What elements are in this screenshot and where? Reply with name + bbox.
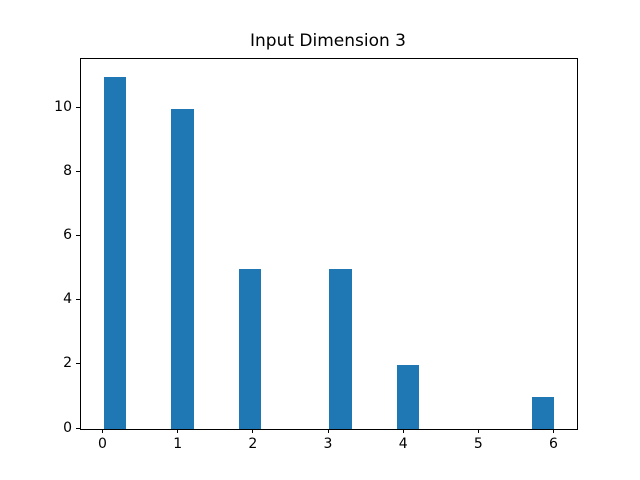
x-tick-mark bbox=[402, 429, 404, 433]
y-tick-mark bbox=[76, 299, 80, 301]
x-tick-label: 6 bbox=[549, 436, 558, 452]
x-tick-label: 0 bbox=[98, 436, 107, 452]
plot-area bbox=[80, 58, 578, 430]
histogram-bar bbox=[238, 268, 262, 429]
x-tick-label: 1 bbox=[173, 436, 183, 452]
x-tick-label: 3 bbox=[323, 436, 333, 452]
x-tick-mark bbox=[102, 429, 103, 433]
y-tick-label: 10 bbox=[54, 99, 72, 116]
histogram-bar bbox=[396, 364, 420, 429]
x-tick-mark bbox=[327, 429, 329, 433]
x-tick-label: 2 bbox=[248, 436, 258, 452]
histogram-bar bbox=[171, 108, 194, 429]
y-tick-mark bbox=[76, 171, 80, 173]
x-tick-mark bbox=[553, 429, 554, 433]
y-tick-mark bbox=[76, 235, 80, 237]
y-tick-mark bbox=[76, 107, 80, 109]
y-tick-label: 4 bbox=[63, 291, 72, 308]
histogram-bar bbox=[103, 76, 126, 429]
y-tick-label: 2 bbox=[63, 355, 72, 372]
chart-title: Input Dimension 3 bbox=[249, 31, 406, 51]
histogram-bar bbox=[531, 397, 555, 429]
x-tick-label: 4 bbox=[398, 436, 408, 452]
y-tick-mark bbox=[76, 363, 80, 365]
x-tick-mark bbox=[477, 429, 479, 433]
y-tick-mark bbox=[76, 427, 80, 429]
y-tick-label: 8 bbox=[63, 163, 72, 180]
x-tick-mark bbox=[177, 429, 179, 433]
x-tick-label: 5 bbox=[473, 436, 483, 452]
y-tick-label: 6 bbox=[63, 227, 72, 244]
histogram-bar bbox=[329, 268, 352, 429]
y-tick-label: 0 bbox=[63, 419, 72, 436]
x-tick-mark bbox=[252, 429, 254, 433]
